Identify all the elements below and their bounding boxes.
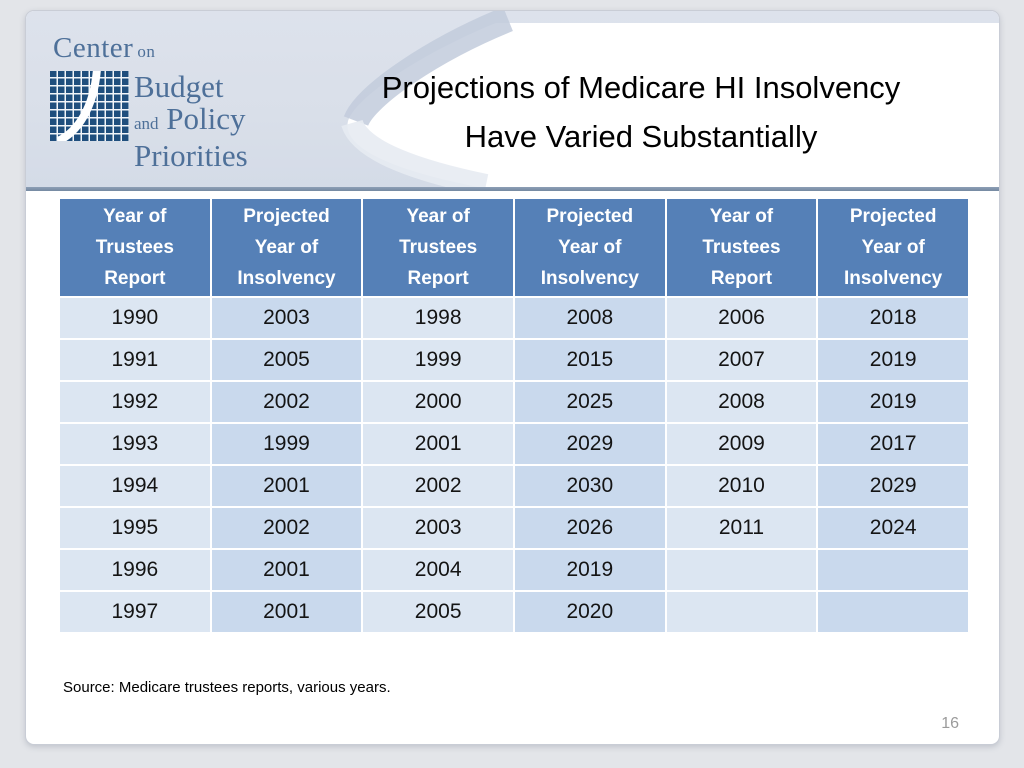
table-cell: 2001: [209, 548, 364, 592]
table-cell: 2008: [512, 296, 667, 340]
table-cell: 2001: [361, 422, 515, 466]
column-header: Year of Trustees Report: [664, 197, 819, 298]
table-cell: 2026: [512, 506, 667, 550]
logo-wordmark: Budget and Policy Priorities: [134, 71, 248, 172]
table-cell: 2002: [209, 506, 364, 550]
table-row: 1994 2001 2002 2030 2010 2029: [58, 464, 970, 508]
header-band: [26, 11, 999, 187]
table-cell: [664, 590, 819, 634]
column-header: Projected Year of Insolvency: [816, 197, 970, 298]
logo-line-center: Center on: [50, 31, 248, 69]
table-cell: 2030: [512, 464, 667, 508]
table-cell: 2000: [361, 380, 515, 424]
table-cell: 2018: [816, 296, 970, 340]
logo-word-and: and: [134, 114, 159, 133]
table-cell: 1993: [58, 422, 212, 466]
table-cell: 2009: [664, 422, 819, 466]
table-cell: 2002: [361, 464, 515, 508]
table-cell: 2024: [816, 506, 970, 550]
column-header: Year of Trustees Report: [361, 197, 515, 298]
table-cell: [816, 590, 970, 634]
header-divider: [26, 187, 999, 191]
table-row: 1996 2001 2004 2019: [58, 548, 970, 592]
cbpp-logo: Center on Budget and Policy Priorities: [50, 31, 248, 172]
table-cell: 2008: [664, 380, 819, 424]
table-cell: 2019: [816, 380, 970, 424]
table-cell: 2017: [816, 422, 970, 466]
logo-word-policy: Policy: [166, 101, 246, 136]
table-cell: 2019: [816, 338, 970, 382]
table-cell: 2025: [512, 380, 667, 424]
slide-title-line2: Have Varied Substantially: [464, 119, 818, 154]
table-cell: 2001: [209, 590, 364, 634]
table-header-row: Year of Trustees Report Projected Year o…: [58, 197, 970, 298]
table-cell: 2005: [209, 338, 364, 382]
table-row: 1997 2001 2005 2020: [58, 590, 970, 634]
logo-word-budget: Budget: [134, 69, 224, 104]
table-cell: 2002: [209, 380, 364, 424]
logo-word-priorities: Priorities: [134, 138, 248, 173]
slide-title: Projections of Medicare HI Insolvency Ha…: [296, 63, 986, 161]
insolvency-table: Year of Trustees Report Projected Year o…: [58, 197, 970, 634]
table-cell: [664, 548, 819, 592]
table-cell: [816, 548, 970, 592]
table-cell: 1996: [58, 548, 212, 592]
table-cell: 2005: [361, 590, 515, 634]
logo-word-on: on: [137, 42, 156, 61]
cbpp-grid-logo-icon: [50, 71, 129, 141]
table-cell: 2011: [664, 506, 819, 550]
table-cell: 2029: [816, 464, 970, 508]
table-cell: 2015: [512, 338, 667, 382]
table-cell: 1999: [361, 338, 515, 382]
slide-title-line1: Projections of Medicare HI Insolvency: [381, 70, 901, 105]
column-header: Projected Year of Insolvency: [512, 197, 667, 298]
table-cell: 2010: [664, 464, 819, 508]
page-number: 16: [941, 715, 959, 732]
table-cell: 2006: [664, 296, 819, 340]
table-cell: 1995: [58, 506, 212, 550]
table-cell: 2007: [664, 338, 819, 382]
table-cell: 1990: [58, 296, 212, 340]
slide-card: Center on Budget and Policy Priorities Pr…: [25, 10, 1000, 745]
swoosh-graphic-icon: [341, 11, 999, 187]
column-header: Year of Trustees Report: [58, 197, 212, 298]
table-cell: 1997: [58, 590, 212, 634]
table-cell: 1999: [209, 422, 364, 466]
table-cell: 2004: [361, 548, 515, 592]
source-note: Source: Medicare trustees reports, vario…: [63, 679, 391, 696]
table-cell: 2003: [361, 506, 515, 550]
table-cell: 2003: [209, 296, 364, 340]
table-row: 1995 2002 2003 2026 2011 2024: [58, 506, 970, 550]
table-cell: 2019: [512, 548, 667, 592]
table-cell: 1994: [58, 464, 212, 508]
table-row: 1990 2003 1998 2008 2006 2018: [58, 296, 970, 340]
table-row: 1992 2002 2000 2025 2008 2019: [58, 380, 970, 424]
logo-word-center: Center: [53, 32, 134, 64]
table-row: 1991 2005 1999 2015 2007 2019: [58, 338, 970, 382]
table-cell: 1991: [58, 338, 212, 382]
column-header: Projected Year of Insolvency: [209, 197, 364, 298]
table-cell: 2029: [512, 422, 667, 466]
table-cell: 1992: [58, 380, 212, 424]
table-row: 1993 1999 2001 2029 2009 2017: [58, 422, 970, 466]
table-cell: 2001: [209, 464, 364, 508]
table-cell: 2020: [512, 590, 667, 634]
table-cell: 1998: [361, 296, 515, 340]
